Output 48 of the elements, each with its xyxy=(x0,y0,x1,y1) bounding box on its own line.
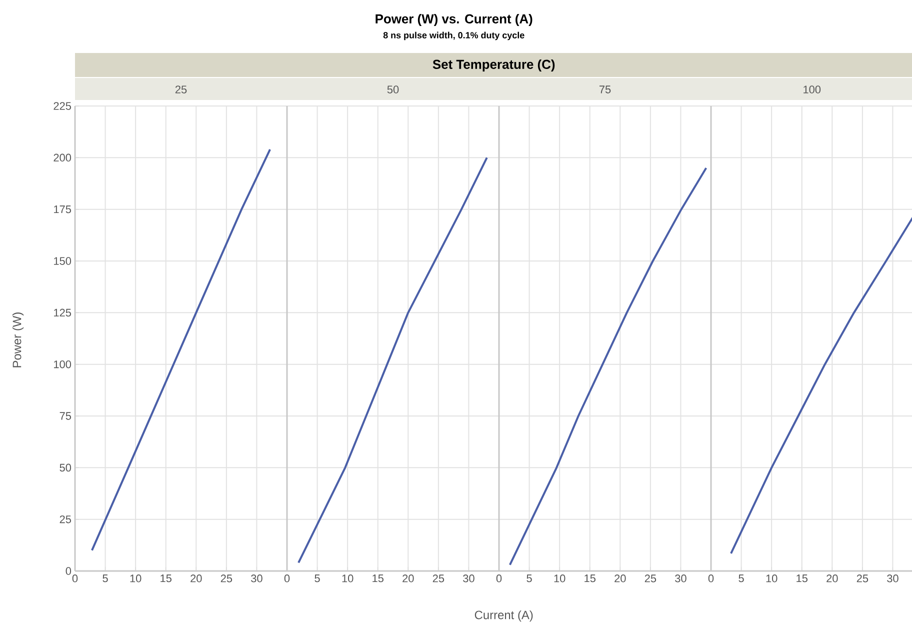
x-tick-label: 10 xyxy=(554,574,566,582)
x-tick-label: 0 xyxy=(72,574,78,582)
x-tick-label: 5 xyxy=(102,574,108,582)
x-tick-label: 5 xyxy=(314,574,320,582)
text: 8 ns pulse width, 0.1% duty cycle xyxy=(383,32,524,40)
chart-subtitle: 25 xyxy=(175,86,187,94)
x-tick-label: 20 xyxy=(190,574,202,582)
y-tick-label: 100 xyxy=(54,360,72,368)
chart-title: Power (W) vs. Current (A) xyxy=(376,14,532,26)
x-tick-label: 30 xyxy=(675,574,686,582)
y-tick-label: 75 xyxy=(60,412,72,420)
x-tick-label: 15 xyxy=(796,574,808,582)
x-tick-label: 15 xyxy=(372,574,384,582)
y-axis-title: Power (W) xyxy=(12,312,24,368)
y-tick-label: 200 xyxy=(54,154,72,162)
text: Set Temperature (C) xyxy=(432,59,555,72)
y-tick-label: 175 xyxy=(54,206,72,214)
x-tick-label: 0 xyxy=(284,574,290,582)
chart-subtitle: 50 xyxy=(387,86,399,94)
x-tick-label: 5 xyxy=(738,574,744,582)
x-tick-label: 30 xyxy=(887,574,898,582)
x-tick-label: 30 xyxy=(251,574,262,582)
x-tick-label: 30 xyxy=(463,574,474,582)
x-tick-label: 25 xyxy=(432,574,444,582)
line-series xyxy=(90,148,272,552)
y-tick-label: 125 xyxy=(54,308,72,317)
x-tick-label: 15 xyxy=(160,574,172,582)
x-tick-label: 10 xyxy=(766,574,778,582)
x-tick-label: 10 xyxy=(130,574,142,582)
chart-subtitle: 75 xyxy=(599,86,611,94)
y-tick-label: 50 xyxy=(60,464,72,472)
x-tick-label: 20 xyxy=(402,574,414,582)
x-axis-title: Current (A) xyxy=(474,610,533,622)
chart-subtitle: 100 xyxy=(804,86,821,94)
x-tick-label: 5 xyxy=(526,574,532,582)
x-tick-label: 15 xyxy=(584,574,596,582)
x-tick-label: 10 xyxy=(342,574,354,582)
x-tick-label: 20 xyxy=(614,574,626,582)
x-tick-label: 0 xyxy=(496,574,502,582)
x-tick-label: 0 xyxy=(708,574,714,582)
x-tick-label: 25 xyxy=(856,574,868,582)
x-tick-label: 20 xyxy=(826,574,838,582)
x-tick-label: 25 xyxy=(220,574,232,582)
x-tick-label: 25 xyxy=(644,574,656,582)
y-tick-label: 0 xyxy=(66,567,72,575)
y-tick-label: 225 xyxy=(54,102,72,110)
y-tick-label: 25 xyxy=(60,515,72,524)
y-tick-label: 150 xyxy=(54,257,72,265)
